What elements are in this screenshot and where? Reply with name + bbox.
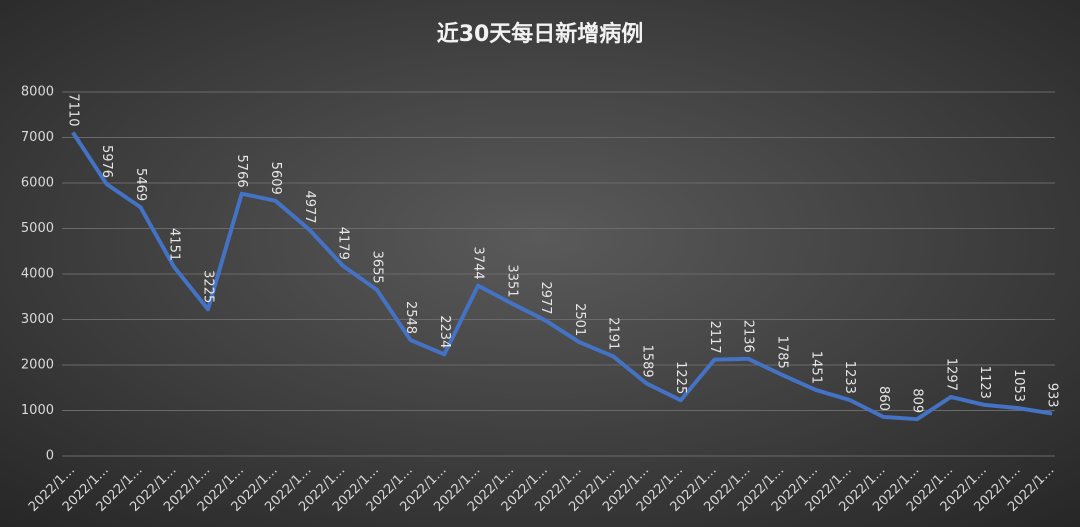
data-label: 809 — [910, 388, 925, 413]
data-label: 5976 — [99, 145, 114, 178]
y-tick-label: 2000 — [21, 358, 54, 373]
data-label: 4179 — [336, 227, 351, 260]
data-label: 3351 — [504, 264, 519, 297]
data-label: 2548 — [403, 301, 418, 334]
data-label: 3744 — [471, 247, 486, 280]
data-label: 1053 — [1011, 369, 1026, 402]
data-label: 2501 — [572, 303, 587, 336]
data-label: 1233 — [842, 361, 857, 394]
data-label: 3655 — [369, 251, 384, 284]
data-label: 1225 — [673, 361, 688, 394]
data-label: 2977 — [538, 281, 553, 314]
data-label: 860 — [876, 386, 891, 411]
data-label: 933 — [1045, 383, 1060, 408]
data-label: 2234 — [437, 315, 452, 348]
y-tick-label: 3000 — [21, 312, 54, 327]
data-label: 7110 — [65, 93, 80, 126]
y-tick-label: 4000 — [21, 267, 54, 282]
y-tick-label: 0 — [46, 449, 54, 464]
y-tick-label: 6000 — [21, 176, 54, 191]
y-tick-label: 7000 — [21, 130, 54, 145]
data-label: 3225 — [200, 270, 215, 303]
y-tick-label: 5000 — [21, 221, 54, 236]
data-label: 4977 — [302, 190, 317, 223]
y-tick-label: 1000 — [21, 403, 54, 418]
data-line — [71, 131, 1053, 422]
data-label: 5766 — [234, 155, 249, 188]
y-tick-label: 8000 — [21, 85, 54, 100]
data-label: 1297 — [943, 358, 958, 391]
data-label: 1123 — [977, 366, 992, 399]
data-label: 1785 — [774, 336, 789, 369]
data-label: 4151 — [167, 228, 182, 261]
data-label: 2136 — [741, 320, 756, 353]
data-label: 2191 — [606, 317, 621, 350]
data-label: 1589 — [639, 345, 654, 378]
data-label: 2117 — [707, 321, 722, 354]
chart-title: 近30天每日新增病例 — [437, 21, 644, 47]
data-label: 5609 — [268, 162, 283, 195]
data-label: 1451 — [808, 351, 823, 384]
data-label: 5469 — [133, 168, 148, 201]
